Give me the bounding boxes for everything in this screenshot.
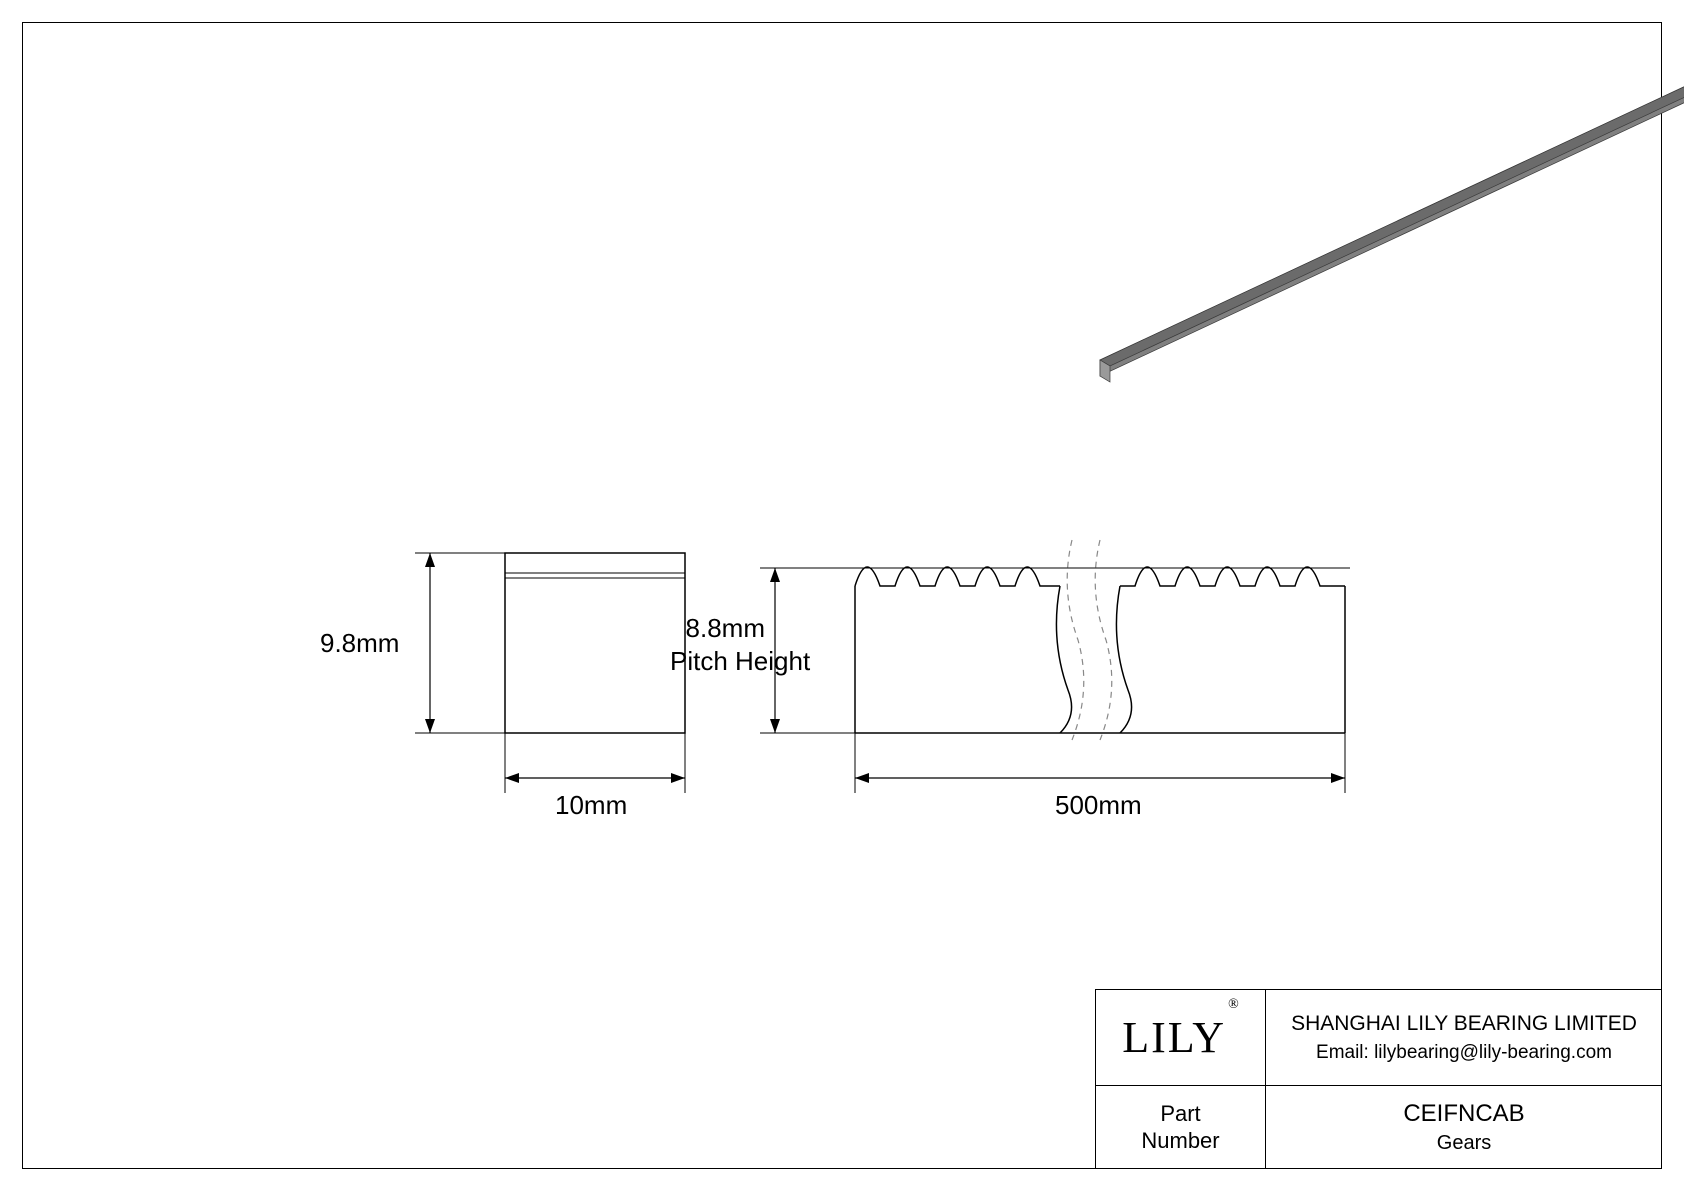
part-category: Gears: [1437, 1132, 1491, 1155]
title-block: LILY® SHANGHAI LILY BEARING LIMITED Emai…: [1095, 989, 1662, 1169]
company-name: SHANGHAI LILY BEARING LIMITED: [1291, 1012, 1637, 1036]
dim-length-label: 500mm: [1055, 790, 1142, 821]
company-cell: SHANGHAI LILY BEARING LIMITED Email: lil…: [1266, 990, 1662, 1085]
title-block-row-part: Part Number CEIFNCAB Gears: [1096, 1086, 1662, 1168]
part-number-value: CEIFNCAB: [1403, 1100, 1524, 1128]
part-number-label-line2: Number: [1141, 1128, 1219, 1153]
dim-width-label: 10mm: [555, 790, 627, 821]
dim-height-label: 9.8mm: [320, 628, 399, 659]
registered-mark: ®: [1228, 997, 1241, 1012]
company-email: Email: lilybearing@lily-bearing.com: [1316, 1042, 1612, 1064]
drawing-page: 9.8mm 10mm 8.8mm Pitch Height 500mm LILY…: [0, 0, 1684, 1191]
part-number-value-cell: CEIFNCAB Gears: [1266, 1086, 1662, 1168]
title-block-row-company: LILY® SHANGHAI LILY BEARING LIMITED Emai…: [1096, 990, 1662, 1086]
lily-logo-text: LILY: [1122, 1013, 1226, 1062]
part-number-label: Part Number: [1141, 1100, 1219, 1155]
part-number-label-line1: Part: [1160, 1101, 1200, 1126]
dim-pitch-caption: Pitch Height: [670, 646, 810, 677]
part-number-label-cell: Part Number: [1096, 1086, 1266, 1168]
lily-logo: LILY®: [1122, 1016, 1238, 1060]
logo-cell: LILY®: [1096, 990, 1266, 1085]
dim-pitch-value: 8.8mm: [680, 613, 765, 644]
